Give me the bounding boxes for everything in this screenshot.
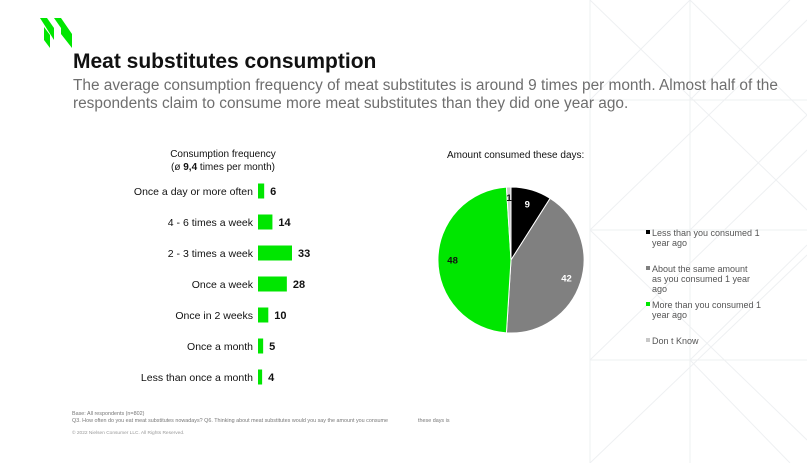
bar-category-label: Less than once a month <box>141 372 253 384</box>
pie-slice-label: 48 <box>447 256 458 267</box>
footnote-questions-text: Q3. How often do you eat meat substitute… <box>72 418 389 424</box>
bar-category-label: Once in 2 weeks <box>175 310 253 322</box>
pie-slice <box>505 197 585 334</box>
bar <box>258 307 269 323</box>
pie-slice <box>505 186 512 261</box>
bar <box>258 183 265 199</box>
legend-swatch-less <box>646 230 650 234</box>
bar-value-label: 4 <box>268 372 275 384</box>
bar-chart-title: Consumption frequency <box>170 149 276 160</box>
legend-label-more: More than you consumed 1 year ago <box>652 300 762 320</box>
legend-swatch-more <box>646 302 650 306</box>
nielsen-logo-icon <box>40 18 72 48</box>
bar-category-label: 4 - 6 times a week <box>168 217 254 229</box>
average-value: 9,4 <box>183 162 198 173</box>
bar-value-label: 6 <box>270 186 276 198</box>
bar-value-label: 5 <box>269 341 275 353</box>
legend-label-same: About the same amount as you consumed 1 … <box>652 264 751 294</box>
pie-slice <box>437 186 512 334</box>
bar-category-label: 2 - 3 times a week <box>168 248 254 260</box>
bar <box>258 369 263 385</box>
bar-chart-header: Consumption frequency (ø 9,4 times per m… <box>163 148 283 174</box>
footnote-copyright: © 2022 Nielsen Consumer LLC. All Rights … <box>72 431 185 436</box>
bar <box>258 214 273 230</box>
bar-category-label: Once a day or more often <box>134 186 253 198</box>
bar-value-label: 10 <box>274 310 286 322</box>
pie-slice-label: 42 <box>561 274 572 285</box>
footnote-questions-end: these days is <box>418 418 450 424</box>
page-subtitle: The average consumption frequency of mea… <box>73 77 778 112</box>
pie-slice-label: 9 <box>525 199 530 210</box>
bar-value-label: 28 <box>293 279 305 291</box>
pie-chart-title: Amount consumed these days: <box>447 150 585 161</box>
legend-swatch-dont-know <box>646 338 650 342</box>
footnote-base: Base: All respondents (n=802) <box>72 411 145 417</box>
average-suffix: times per month) <box>197 162 275 173</box>
legend-swatch-same <box>646 266 650 270</box>
average-prefix: (ø <box>171 162 184 173</box>
legend-label-dont-know: Don t Know <box>652 336 699 346</box>
bar <box>258 338 264 354</box>
legend-label-less: Less than you consumed 1 year ago <box>652 228 760 248</box>
page-title: Meat substitutes consumption <box>73 50 377 73</box>
bar <box>258 276 287 292</box>
footnote-questions: Q3. How often do you eat meat substitute… <box>72 418 450 424</box>
bar-category-label: Once a week <box>192 279 254 291</box>
bar-value-label: 33 <box>298 248 310 260</box>
bar-category-label: Once a month <box>187 341 253 353</box>
pie-slice-label: 1 <box>506 193 512 204</box>
bar-chart-average: (ø 9,4 times per month) <box>163 161 283 174</box>
bar-value-label: 14 <box>278 217 291 229</box>
bar <box>258 245 292 261</box>
